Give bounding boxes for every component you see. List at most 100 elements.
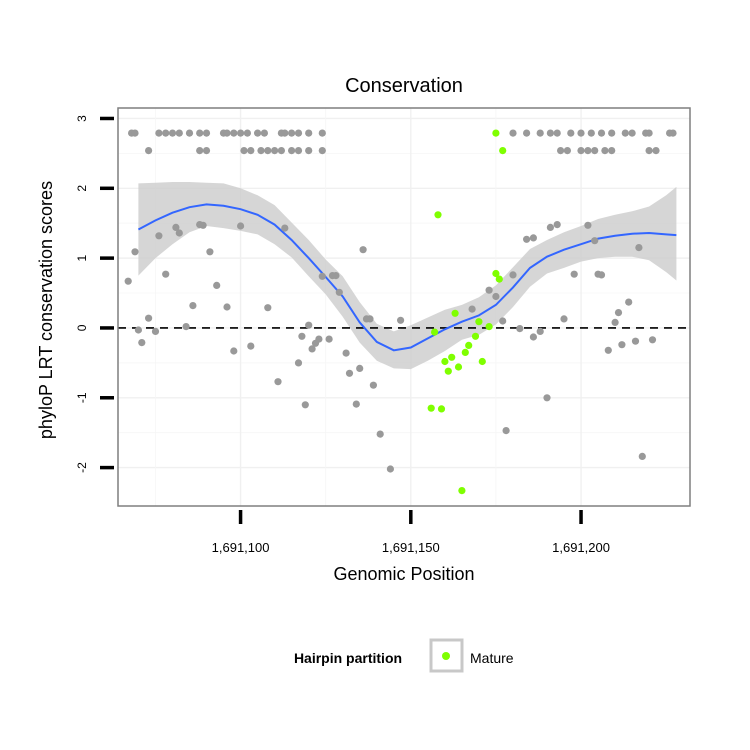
chart-title: Conservation bbox=[345, 75, 463, 97]
data-point bbox=[356, 364, 364, 372]
y-tick-label: 1 bbox=[75, 254, 89, 261]
data-point bbox=[151, 327, 160, 335]
data-point bbox=[189, 302, 197, 310]
data-point bbox=[635, 244, 643, 252]
plot-panel-border bbox=[117, 107, 691, 507]
data-point bbox=[298, 332, 306, 340]
data-point bbox=[628, 129, 636, 137]
data-point-mature bbox=[475, 318, 483, 326]
data-point bbox=[597, 129, 606, 137]
data-point bbox=[247, 147, 255, 155]
data-point bbox=[546, 129, 555, 137]
data-point bbox=[645, 129, 653, 137]
data-point bbox=[243, 129, 251, 137]
data-point bbox=[557, 147, 565, 155]
data-point bbox=[202, 147, 211, 155]
data-point-mature bbox=[495, 275, 503, 283]
x-tick-label: 1,691,150 bbox=[382, 540, 440, 555]
data-point bbox=[536, 129, 544, 137]
gridlines bbox=[118, 108, 690, 506]
data-point-mature bbox=[499, 147, 507, 155]
y-axis-label: phyloP LRT conservation scores bbox=[36, 181, 56, 439]
data-point bbox=[597, 271, 606, 279]
data-point bbox=[281, 129, 289, 137]
data-point bbox=[386, 465, 394, 473]
data-point bbox=[563, 147, 572, 155]
data-point bbox=[264, 304, 272, 312]
data-point bbox=[591, 237, 599, 245]
data-point bbox=[584, 147, 592, 155]
legend-key-mature bbox=[442, 652, 450, 660]
data-point bbox=[536, 327, 544, 335]
data-point bbox=[155, 232, 163, 240]
data-point bbox=[138, 339, 146, 347]
confidence-band-area bbox=[138, 182, 677, 370]
data-point bbox=[254, 129, 262, 137]
data-point bbox=[509, 129, 517, 137]
data-point bbox=[145, 314, 153, 322]
data-point bbox=[196, 147, 204, 155]
data-point bbox=[577, 147, 585, 155]
data-point bbox=[237, 129, 245, 137]
data-point bbox=[274, 378, 282, 386]
data-point-mature bbox=[478, 357, 486, 366]
data-point bbox=[247, 342, 255, 350]
data-point bbox=[318, 272, 326, 280]
data-point bbox=[134, 326, 142, 334]
data-point bbox=[543, 394, 551, 402]
data-point bbox=[294, 129, 303, 137]
data-point bbox=[648, 336, 657, 344]
data-point bbox=[468, 305, 476, 313]
data-point-mature bbox=[454, 363, 463, 371]
data-point-mature bbox=[441, 357, 449, 366]
data-point bbox=[625, 298, 633, 306]
x-axis-label: Genomic Position bbox=[333, 564, 474, 584]
data-point bbox=[523, 129, 531, 137]
data-point-mature bbox=[485, 323, 493, 331]
data-point bbox=[553, 221, 561, 229]
data-point bbox=[570, 270, 578, 278]
data-point bbox=[618, 341, 626, 349]
data-point bbox=[638, 452, 646, 460]
data-point bbox=[608, 129, 616, 137]
data-point bbox=[567, 129, 575, 137]
data-point-mature bbox=[427, 404, 435, 412]
data-point bbox=[308, 345, 316, 353]
data-point bbox=[185, 129, 194, 137]
data-point bbox=[645, 147, 653, 155]
data-point-mature bbox=[458, 487, 466, 495]
data-points bbox=[124, 129, 677, 495]
data-point bbox=[162, 270, 170, 278]
data-point bbox=[516, 325, 524, 333]
data-point bbox=[553, 129, 561, 137]
data-point bbox=[162, 129, 170, 137]
data-point bbox=[318, 129, 326, 137]
data-point bbox=[376, 430, 384, 438]
data-point bbox=[277, 147, 285, 155]
data-point bbox=[509, 271, 517, 279]
data-point bbox=[230, 347, 238, 355]
data-point bbox=[145, 147, 153, 155]
data-point bbox=[601, 147, 609, 155]
data-point bbox=[305, 321, 313, 329]
x-axis: 1,691,100 1,691,150 1,691,200 bbox=[212, 510, 610, 555]
data-point bbox=[342, 349, 350, 357]
data-point bbox=[182, 323, 190, 331]
data-point bbox=[294, 147, 303, 155]
data-point bbox=[359, 246, 367, 254]
data-point bbox=[587, 129, 595, 137]
data-point bbox=[301, 401, 309, 409]
confidence-band bbox=[138, 182, 677, 370]
data-point bbox=[257, 147, 265, 155]
data-point bbox=[199, 221, 207, 229]
data-point-mature bbox=[451, 309, 459, 317]
data-point bbox=[560, 315, 568, 323]
data-point bbox=[260, 129, 268, 137]
data-point bbox=[529, 234, 538, 242]
data-point bbox=[175, 129, 183, 137]
legend-label-mature: Mature bbox=[470, 650, 514, 666]
data-point bbox=[631, 337, 640, 345]
data-point bbox=[213, 281, 221, 289]
data-point bbox=[652, 147, 660, 155]
data-point-mature bbox=[448, 353, 456, 361]
